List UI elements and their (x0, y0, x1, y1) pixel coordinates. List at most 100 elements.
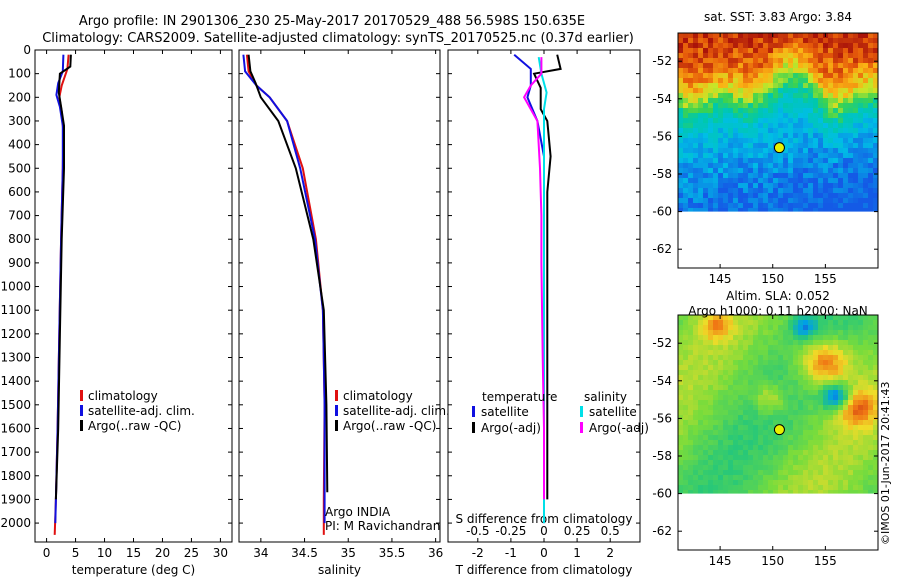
map-cell (713, 370, 718, 375)
map-cell (688, 173, 693, 178)
map-cell (788, 43, 793, 48)
map-cell (688, 113, 693, 118)
map-cell (718, 123, 723, 128)
map-cell (723, 315, 728, 320)
map-cell (813, 320, 818, 325)
map-cell (838, 385, 843, 390)
map-cell (718, 193, 723, 198)
map-cell (873, 53, 878, 58)
map-cell (708, 490, 713, 494)
map-cell (773, 198, 778, 203)
map-cell (768, 435, 773, 440)
map-cell (828, 330, 833, 335)
map-cell (753, 53, 758, 58)
map-cell (803, 335, 808, 340)
map-cell (873, 370, 878, 375)
map-cell (763, 73, 768, 78)
map-cell (723, 405, 728, 410)
map-cell (763, 38, 768, 43)
map-cell (793, 133, 798, 138)
map-cell (873, 455, 878, 460)
map-cell (823, 340, 828, 345)
map-cell (758, 345, 763, 350)
map-cell (783, 153, 788, 158)
map-cell (698, 98, 703, 103)
map-cell (708, 340, 713, 345)
map-cell (703, 475, 708, 480)
map-cell (748, 163, 753, 168)
map-cell (723, 450, 728, 455)
map-cell (708, 178, 713, 183)
map-cell (733, 320, 738, 325)
map-cell (688, 315, 693, 320)
map-cell (783, 315, 788, 320)
depth-tick-label: 1300 (0, 351, 31, 365)
map-cell (713, 410, 718, 415)
map-cell (773, 355, 778, 360)
map-cell (713, 113, 718, 118)
map-cell (783, 138, 788, 143)
map-cell (863, 48, 868, 53)
map-cell (863, 425, 868, 430)
map-cell (808, 193, 813, 198)
map-cell (843, 355, 848, 360)
map-cell (793, 148, 798, 153)
map-cell (858, 355, 863, 360)
map-cell (718, 68, 723, 73)
map-cell (753, 33, 758, 38)
map-cell (678, 118, 683, 123)
map-cell (698, 113, 703, 118)
map-cell (728, 390, 733, 395)
map-cell (818, 168, 823, 173)
map-cell (703, 375, 708, 380)
map-cell (853, 178, 858, 183)
map-cell (708, 405, 713, 410)
map-cell (763, 163, 768, 168)
map-cell (813, 93, 818, 98)
map-cell (758, 325, 763, 330)
map-cell (853, 435, 858, 440)
map-cell (693, 465, 698, 470)
map-cell (803, 405, 808, 410)
map-cell (798, 460, 803, 465)
map-cell (848, 420, 853, 425)
map-cell (723, 425, 728, 430)
map-cell (798, 430, 803, 435)
map-cell (753, 465, 758, 470)
map-cell (803, 345, 808, 350)
map-cell (868, 385, 873, 390)
map-cell (853, 415, 858, 420)
map-cell (698, 83, 703, 88)
map-cell (838, 360, 843, 365)
map-cell (803, 33, 808, 38)
map-cell (818, 183, 823, 188)
map-cell (768, 113, 773, 118)
map-cell (743, 158, 748, 163)
map-cell (718, 43, 723, 48)
map-cell (788, 430, 793, 435)
map-cell (703, 133, 708, 138)
map-cell (848, 178, 853, 183)
map-cell (718, 98, 723, 103)
map-cell (868, 375, 873, 380)
map-cell (768, 143, 773, 148)
map-cell (748, 370, 753, 375)
map-cell (758, 405, 763, 410)
map-cell (818, 330, 823, 335)
map-cell (703, 385, 708, 390)
map-cell (738, 365, 743, 370)
map-cell (868, 38, 873, 43)
map-cell (808, 415, 813, 420)
map-cell (728, 385, 733, 390)
map-cell (783, 325, 788, 330)
map-cell (803, 198, 808, 203)
map-cell (733, 98, 738, 103)
map-cell (873, 360, 878, 365)
map-cell (873, 193, 878, 198)
map-cell (793, 325, 798, 330)
map-cell (743, 123, 748, 128)
map-cell (823, 475, 828, 480)
map-cell (798, 103, 803, 108)
map-cell (833, 410, 838, 415)
map-cell (723, 370, 728, 375)
